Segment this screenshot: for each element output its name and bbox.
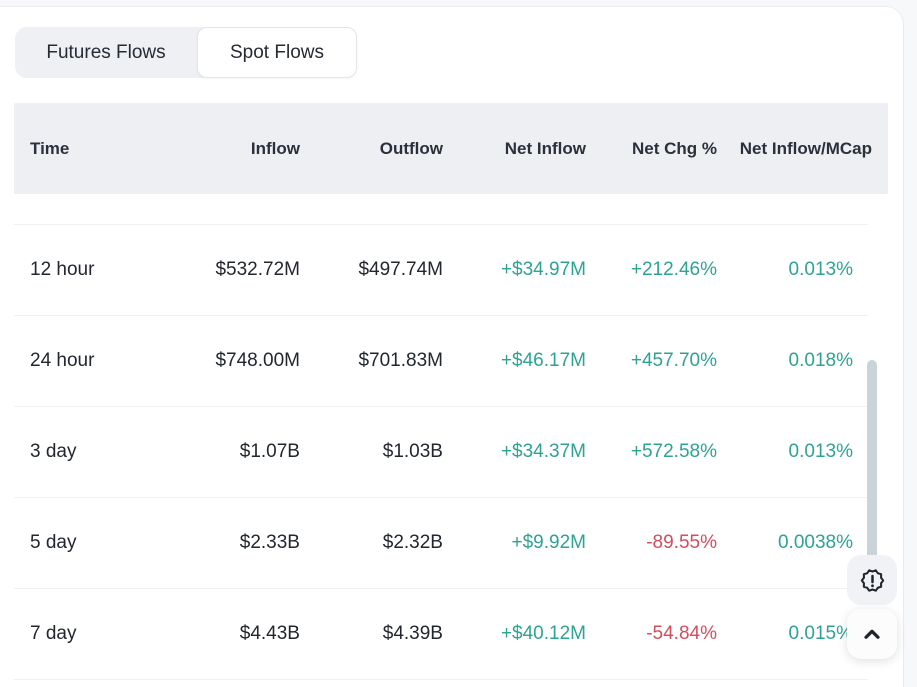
cell-net-inflow-mcap: 0.013% <box>788 259 853 280</box>
column-header-net-inflow-mcap: Net Inflow/MCap <box>739 138 872 158</box>
cell-net-inflow-mcap: 0.0038% <box>777 532 853 553</box>
cell-outflow: $2.32B <box>382 532 443 553</box>
column-header-time: Time <box>30 138 70 158</box>
table-row: 5 day $2.33B $2.32B +$9.92M -89.55% 0.00… <box>14 498 868 589</box>
cell-net-inflow: +$34.97M <box>500 259 586 280</box>
cell-outflow: $701.83M <box>358 350 443 371</box>
cell-net-chg-pct: -89.55% <box>646 532 717 553</box>
table-row: 24 hour $748.00M $701.83M +$46.17M +457.… <box>14 316 868 407</box>
spot-flows-table: Time Inflow Outflow Net Inflow Net Chg %… <box>14 103 888 680</box>
column-header-net-chg-pct: Net Chg % <box>632 138 717 158</box>
column-header-inflow: Inflow <box>250 138 300 158</box>
scrollbar-thumb[interactable] <box>867 360 877 565</box>
cell-net-chg-pct: +572.58% <box>630 441 717 462</box>
table-body: 12 hour $532.72M $497.74M +$34.97M +212.… <box>14 224 868 680</box>
cell-net-inflow: +$34.37M <box>500 441 586 462</box>
scroll-to-top-button[interactable] <box>847 609 897 659</box>
cell-net-inflow-mcap: 0.015% <box>788 623 853 644</box>
cell-outflow: $1.03B <box>382 441 443 462</box>
cell-time: 24 hour <box>30 350 95 371</box>
cell-inflow: $532.72M <box>215 259 300 280</box>
table-row: 7 day $4.43B $4.39B +$40.12M -54.84% 0.0… <box>14 589 868 680</box>
cell-net-inflow: +$46.17M <box>500 350 586 371</box>
cell-inflow: $1.07B <box>239 441 300 462</box>
cell-time: 12 hour <box>30 259 95 280</box>
content-card: Futures Flows Spot Flows Time Inflow Out… <box>0 6 904 687</box>
cell-inflow: $2.33B <box>239 532 300 553</box>
alert-badge-icon <box>860 568 884 592</box>
cell-net-chg-pct: +457.70% <box>630 350 717 371</box>
cell-time: 7 day <box>30 623 77 644</box>
flows-tab-group: Futures Flows Spot Flows <box>15 27 357 78</box>
cell-net-inflow-mcap: 0.018% <box>788 350 853 371</box>
chevron-up-icon <box>864 629 880 639</box>
column-header-outflow: Outflow <box>379 138 443 158</box>
table-row: 12 hour $532.72M $497.74M +$34.97M +212.… <box>14 225 868 316</box>
cell-inflow: $748.00M <box>215 350 300 371</box>
feedback-badge-button[interactable] <box>847 555 897 605</box>
cell-inflow: $4.43B <box>239 623 300 644</box>
cell-net-inflow: +$40.12M <box>500 623 586 644</box>
cell-outflow: $497.74M <box>358 259 443 280</box>
tab-spot-flows[interactable]: Spot Flows <box>197 27 357 78</box>
table-row: 3 day $1.07B $1.03B +$34.37M +572.58% 0.… <box>14 407 868 498</box>
cell-outflow: $4.39B <box>382 623 443 644</box>
cell-net-chg-pct: -54.84% <box>646 623 717 644</box>
cell-net-chg-pct: +212.46% <box>630 259 717 280</box>
column-header-net-inflow: Net Inflow <box>504 138 586 158</box>
cell-net-inflow-mcap: 0.013% <box>788 441 853 462</box>
cell-time: 3 day <box>30 441 77 462</box>
cell-time: 5 day <box>30 532 77 553</box>
table-header-row: Time Inflow Outflow Net Inflow Net Chg %… <box>14 103 888 194</box>
tab-futures-flows[interactable]: Futures Flows <box>15 27 197 78</box>
cell-net-inflow: +$9.92M <box>511 532 586 553</box>
